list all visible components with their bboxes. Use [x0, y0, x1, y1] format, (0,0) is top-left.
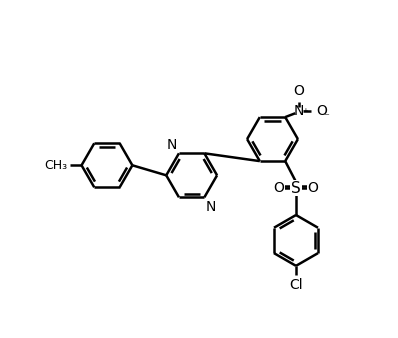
Text: N: N	[294, 104, 304, 118]
Text: ⁻: ⁻	[323, 113, 329, 122]
Text: N: N	[206, 200, 216, 214]
Text: S: S	[291, 180, 301, 196]
Text: O: O	[308, 181, 318, 195]
Text: Cl: Cl	[289, 278, 303, 292]
Text: O: O	[294, 84, 304, 98]
Text: N: N	[167, 138, 178, 152]
Text: CH₃: CH₃	[45, 159, 68, 172]
Text: ⁺: ⁺	[302, 108, 308, 118]
Text: O: O	[273, 181, 285, 195]
Text: O: O	[316, 104, 327, 118]
